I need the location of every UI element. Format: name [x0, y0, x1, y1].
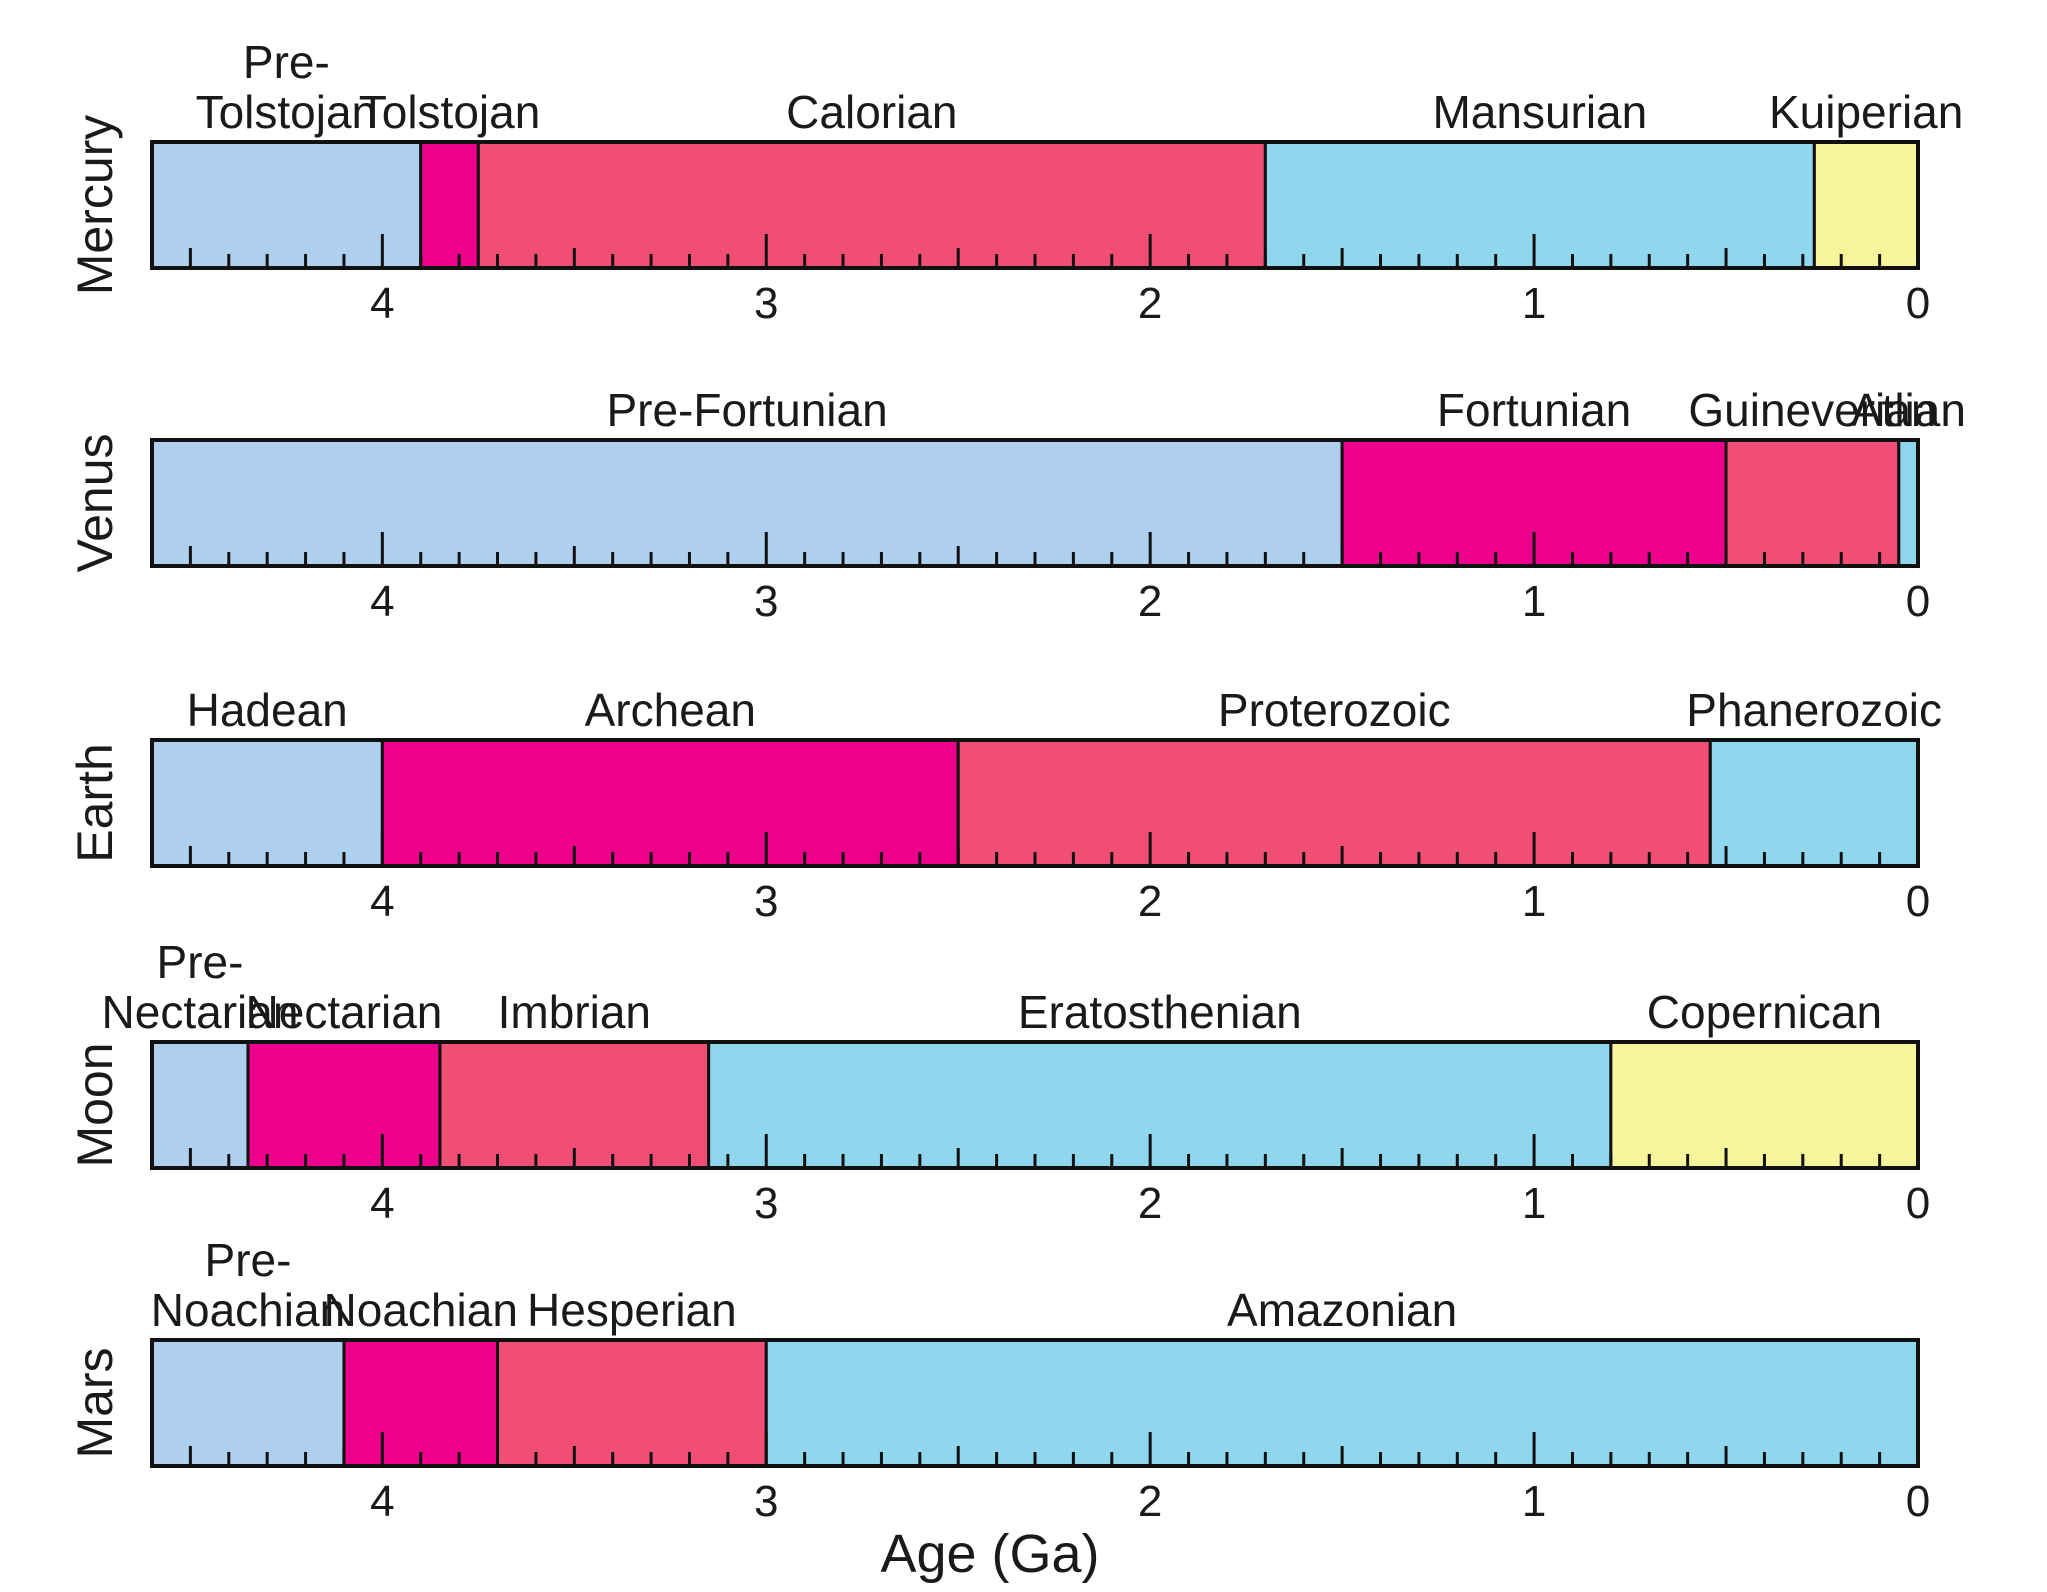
segment-earth-0 [150, 738, 384, 868]
segment-moon-3 [707, 1040, 1613, 1170]
segment-mercury-4 [1812, 140, 1920, 270]
tick-label-mars-1: 1 [1522, 1477, 1546, 1526]
tick-label-earth-2: 2 [1138, 877, 1162, 926]
tick-label-moon-2: 2 [1138, 1179, 1162, 1228]
segment-mercury-1 [419, 140, 480, 270]
segment-mars-2 [496, 1338, 768, 1468]
segment-label-earth-2: Proterozoic [1218, 684, 1451, 736]
tick-label-mars-0: 0 [1906, 1477, 1930, 1526]
tick-label-venus-4: 4 [370, 577, 394, 626]
segment-earth-3 [1708, 738, 1920, 868]
planet-label-moon: Moon [67, 1042, 123, 1167]
segment-moon-1 [246, 1040, 442, 1170]
segment-mercury-0 [150, 140, 423, 270]
segment-moon-0 [150, 1040, 250, 1170]
tick-label-venus-2: 2 [1138, 577, 1162, 626]
tick-label-earth-1: 1 [1522, 877, 1546, 926]
segment-mercury-3 [1263, 140, 1816, 270]
segment-venus-0 [150, 438, 1344, 568]
tick-label-mercury-1: 1 [1522, 279, 1546, 328]
segment-label-mercury-3: Mansurian [1432, 86, 1647, 138]
segment-label-mercury-4: Kuiperian [1769, 86, 1963, 138]
segment-label-earth-3: Phanerozoic [1686, 684, 1942, 736]
tick-label-mercury-3: 3 [754, 279, 778, 328]
segment-label-venus-2: Guineverian [1688, 384, 1936, 436]
segment-label-moon-0: Pre-Nectarian [102, 936, 299, 1038]
tick-label-moon-4: 4 [370, 1179, 394, 1228]
tick-label-moon-3: 3 [754, 1179, 778, 1228]
tick-label-venus-0: 0 [1906, 577, 1930, 626]
segment-label-moon-4: Copernican [1647, 986, 1882, 1038]
segment-label-moon-1: Nectarian [246, 986, 443, 1038]
tick-label-mars-2: 2 [1138, 1477, 1162, 1526]
planet-label-mars: Mars [67, 1347, 123, 1458]
segment-label-mercury-1: Tolstojan [359, 86, 541, 138]
segment-label-mars-3: Amazonian [1227, 1284, 1457, 1336]
segment-label-moon-2: Imbrian [498, 986, 651, 1038]
tick-label-mars-3: 3 [754, 1477, 778, 1526]
segment-label-mars-1: Noachian [324, 1284, 518, 1336]
planet-label-earth: Earth [67, 743, 123, 863]
segment-venus-2 [1724, 438, 1901, 568]
segment-label-mars-2: Hesperian [527, 1284, 737, 1336]
tick-label-mercury-0: 0 [1906, 279, 1930, 328]
segment-earth-1 [380, 738, 960, 868]
segment-moon-2 [438, 1040, 711, 1170]
tick-label-mercury-4: 4 [370, 279, 394, 328]
tick-label-mars-4: 4 [370, 1477, 394, 1526]
segment-label-mercury-0: Pre-Tolstojan [196, 36, 378, 138]
tick-label-venus-1: 1 [1522, 577, 1546, 626]
tick-label-earth-0: 0 [1906, 877, 1930, 926]
segment-label-mars-0: Pre-Noachian [151, 1234, 345, 1336]
tick-label-earth-3: 3 [754, 877, 778, 926]
segment-label-venus-1: Fortunian [1437, 384, 1631, 436]
segment-moon-4 [1609, 1040, 1920, 1170]
tick-label-moon-0: 0 [1906, 1179, 1930, 1228]
tick-label-venus-3: 3 [754, 577, 778, 626]
segment-mars-0 [150, 1338, 346, 1468]
segment-label-moon-3: Eratosthenian [1018, 986, 1302, 1038]
segment-venus-3 [1897, 438, 1920, 568]
segment-mercury-2 [476, 140, 1267, 270]
segment-label-earth-1: Archean [585, 684, 756, 736]
segment-mars-1 [342, 1338, 500, 1468]
tick-label-earth-4: 4 [370, 877, 394, 926]
segment-label-earth-0: Hadean [187, 684, 348, 736]
tick-label-mercury-2: 2 [1138, 279, 1162, 328]
segment-label-venus-0: Pre-Fortunian [606, 384, 887, 436]
planet-label-venus: Venus [67, 433, 123, 572]
x-axis-title: Age (Ga) [880, 1524, 1099, 1584]
segment-earth-2 [956, 738, 1712, 868]
segment-label-mercury-2: Calorian [786, 86, 957, 138]
row-earth: Hadean Archean Proterozoic Phanerozoic 4 3 2 1 0… [67, 684, 1942, 926]
tick-label-moon-1: 1 [1522, 1179, 1546, 1228]
segment-label-venus-3: Atlian [1851, 384, 1966, 436]
planet-label-mercury: Mercury [67, 115, 123, 296]
